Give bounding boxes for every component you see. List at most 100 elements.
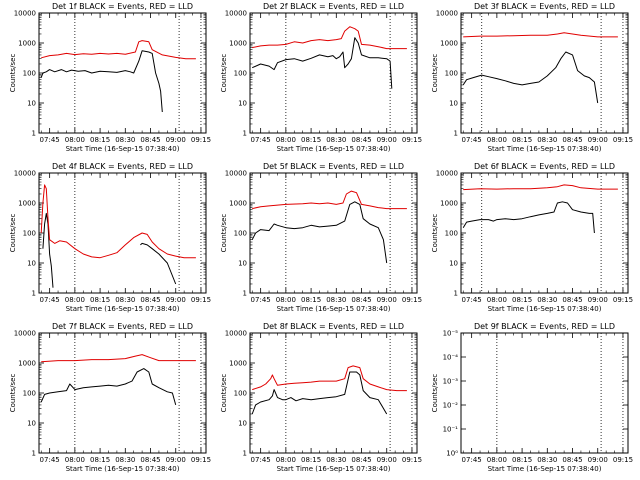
plot-frame	[460, 332, 629, 454]
x-tick-label: 08:45	[351, 456, 371, 464]
x-tick-label: 08:30	[326, 136, 346, 144]
panel-title: Det 5f BLACK = Events, RED = LLD	[263, 162, 404, 171]
y-axis-label: Counts/sec	[220, 214, 228, 253]
x-tick-label: 09:00	[588, 296, 608, 304]
x-tick-label: 07:45	[251, 296, 271, 304]
y-tick-label: 100	[234, 230, 247, 238]
x-axis-label: Start Time (16-Sep-15 07:38:40)	[488, 465, 602, 473]
panel-det-6f: Det 6f BLACK = Events, RED = LLD 1 10 100 10…	[431, 162, 633, 313]
x-tick-label: 08:15	[512, 296, 532, 304]
x-tick-label: 08:00	[276, 136, 296, 144]
x-tick-label: 09:00	[166, 456, 186, 464]
y-tick-label: 100	[23, 230, 36, 238]
x-tick-label: 07:45	[462, 296, 482, 304]
panel-det-1f: Det 1f BLACK = Events, RED = LLD 1 10 100 10…	[9, 2, 211, 153]
y-axis-label: Counts/sec	[9, 374, 17, 413]
x-tick-label: 08:30	[537, 136, 557, 144]
y-tick-label: 10000	[225, 170, 247, 178]
x-tick-label: 09:15	[402, 296, 422, 304]
x-axis-label: Start Time (16-Sep-15 07:38:40)	[277, 145, 391, 153]
y-tick-label: 10	[238, 420, 247, 428]
x-tick-label: 08:30	[326, 296, 346, 304]
y-axis-label: Counts/sec	[9, 214, 17, 253]
panel-title: Det 4f BLACK = Events, RED = LLD	[52, 162, 193, 171]
y-tick-label: 10	[238, 260, 247, 268]
x-axis-label: Start Time (16-Sep-15 07:38:40)	[277, 465, 391, 473]
lld-series-line	[252, 190, 407, 210]
x-tick-label: 08:45	[351, 136, 371, 144]
x-tick-label: 08:15	[301, 296, 321, 304]
y-tick-label: 10000	[14, 170, 36, 178]
x-tick-label: 08:30	[115, 136, 135, 144]
x-tick-label: 08:00	[65, 136, 85, 144]
x-tick-label: 09:15	[613, 136, 633, 144]
y-tick-label: 10	[27, 420, 36, 428]
x-tick-label: 08:15	[301, 456, 321, 464]
x-tick-label: 08:45	[562, 456, 582, 464]
y-tick-label: 10⁻²	[443, 402, 459, 410]
x-tick-label: 08:15	[301, 136, 321, 144]
x-tick-label: 07:45	[251, 456, 271, 464]
x-tick-label: 09:15	[613, 296, 633, 304]
x-tick-label: 08:00	[65, 296, 85, 304]
x-tick-label: 08:15	[90, 136, 110, 144]
y-tick-label: 100	[445, 70, 458, 78]
x-tick-label: 09:00	[377, 136, 397, 144]
events-series-line	[40, 368, 177, 406]
x-tick-label: 07:45	[40, 136, 60, 144]
panel-title: Det 8f BLACK = Events, RED = LLD	[263, 322, 404, 331]
x-tick-label: 09:00	[166, 136, 186, 144]
x-tick-label: 07:45	[462, 456, 482, 464]
x-tick-label: 09:15	[402, 456, 422, 464]
events-series-line	[140, 242, 177, 285]
y-tick-label: 10000	[436, 170, 458, 178]
x-tick-label: 09:15	[191, 296, 211, 304]
x-axis-label: Start Time (16-Sep-15 07:38:40)	[66, 145, 180, 153]
y-tick-label: 1	[454, 130, 458, 138]
y-tick-label: 10⁰	[446, 450, 458, 458]
y-tick-label: 10000	[14, 330, 36, 338]
y-tick-label: 10000	[436, 10, 458, 18]
y-axis-label: Counts/sec	[9, 54, 17, 93]
panel-title: Det 2f BLACK = Events, RED = LLD	[263, 2, 404, 11]
x-tick-label: 08:30	[115, 456, 135, 464]
x-tick-label: 09:00	[166, 296, 186, 304]
y-tick-label: 100	[23, 70, 36, 78]
x-tick-label: 08:30	[537, 456, 557, 464]
x-tick-label: 08:45	[140, 136, 160, 144]
x-axis-label: Start Time (16-Sep-15 07:38:40)	[488, 305, 602, 313]
x-axis-label: Start Time (16-Sep-15 07:38:40)	[277, 305, 391, 313]
lld-series-line	[252, 365, 407, 392]
y-tick-label: 1000	[18, 200, 36, 208]
x-tick-label: 08:15	[512, 136, 532, 144]
x-tick-label: 08:15	[512, 456, 532, 464]
plot-frame	[460, 12, 629, 134]
y-tick-label: 1	[243, 130, 247, 138]
events-series-line	[462, 51, 599, 104]
lld-series-line	[463, 184, 618, 191]
x-tick-label: 07:45	[40, 296, 60, 304]
x-tick-label: 09:15	[402, 136, 422, 144]
x-tick-label: 09:00	[377, 456, 397, 464]
events-series-line	[251, 37, 393, 89]
plot-frame	[460, 172, 629, 294]
y-axis-label: Counts/sec	[431, 214, 439, 253]
plot-frame	[249, 12, 418, 134]
y-tick-label: 1000	[229, 40, 247, 48]
y-tick-label: 1000	[440, 40, 458, 48]
y-tick-label: 1000	[440, 200, 458, 208]
x-tick-label: 08:00	[487, 456, 507, 464]
plot-frame	[38, 12, 207, 134]
y-tick-label: 10	[449, 260, 458, 268]
panel-title: Det 9f BLACK = Events, RED = LLD	[474, 322, 615, 331]
y-tick-label: 10	[27, 260, 36, 268]
plot-frame	[38, 332, 207, 454]
y-tick-label: 1000	[229, 360, 247, 368]
x-axis-label: Start Time (16-Sep-15 07:38:40)	[66, 305, 180, 313]
panel-title: Det 7f BLACK = Events, RED = LLD	[52, 322, 193, 331]
lld-series-line	[41, 40, 196, 60]
y-tick-label: 100	[445, 230, 458, 238]
x-tick-label: 08:30	[115, 296, 135, 304]
lld-series-line	[252, 26, 407, 50]
